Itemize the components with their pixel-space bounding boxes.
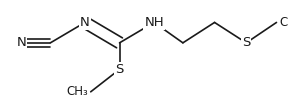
- Text: CH₃: CH₃: [66, 85, 88, 98]
- Text: N: N: [80, 16, 90, 29]
- Text: S: S: [242, 36, 251, 49]
- Text: NH: NH: [144, 16, 164, 29]
- Text: CH₃: CH₃: [279, 16, 288, 29]
- Text: N: N: [17, 36, 26, 49]
- Text: S: S: [115, 63, 124, 76]
